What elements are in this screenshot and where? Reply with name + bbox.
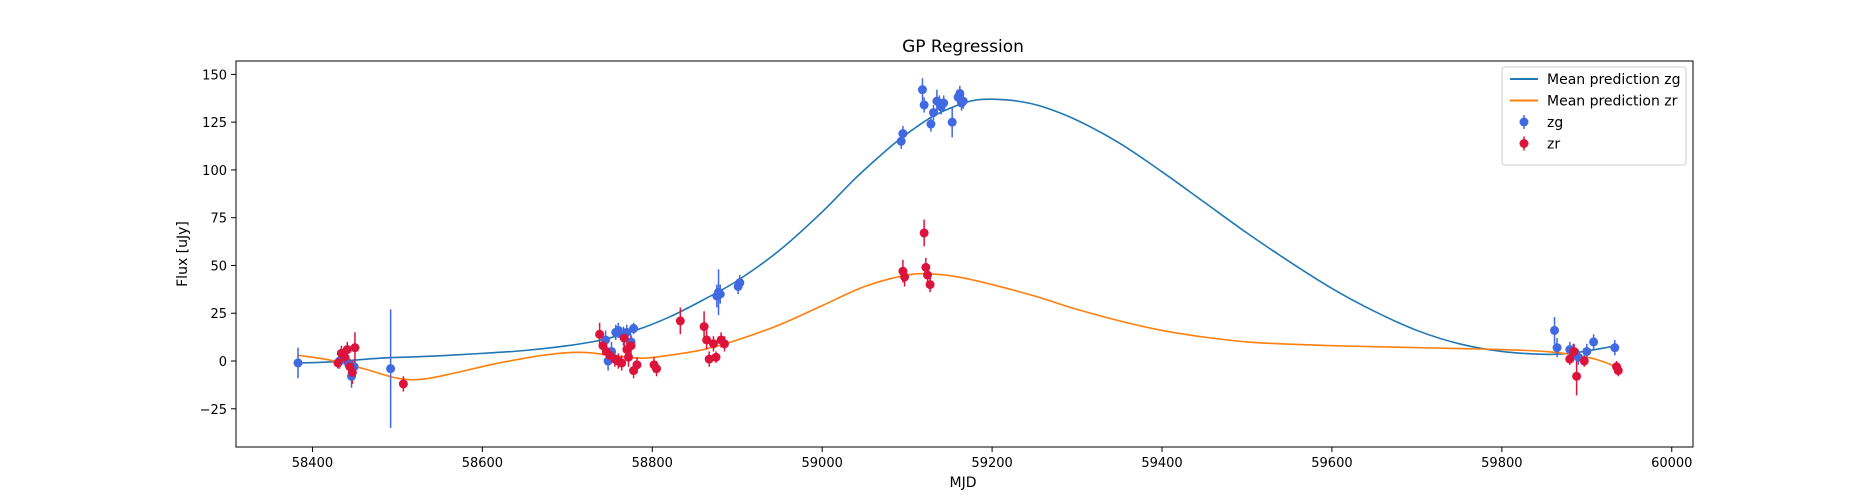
zr-point [619,333,629,343]
zr-point [652,364,662,374]
zr-point [699,322,709,332]
legend-box [1501,66,1687,166]
error-bars-layer [297,78,1619,428]
zr-point [702,335,712,345]
zg-point [939,98,949,108]
y-axis: −25 0 25 50 75 100 125 150 [200,68,236,418]
y-tick-label: 0 [219,355,227,370]
x-tick-label: 59800 [1481,456,1522,471]
plot-area [293,78,1623,428]
legend-point-swatch [1519,117,1529,127]
legend-point-swatch [1519,139,1529,148]
plot-frame [235,60,1694,448]
zr-point [626,341,636,351]
x-tick-label: 59600 [1311,456,1352,471]
zr-point [719,339,729,349]
zg-point [629,324,639,334]
zr-point [333,358,343,368]
zr-point [617,358,627,368]
y-tick-label: 75 [210,212,227,227]
zr-point [1569,346,1579,356]
y-tick-label: 50 [210,259,227,274]
legend-item: zr [1519,136,1560,153]
zr-point [1579,356,1589,366]
legend-item: zg [1519,115,1563,131]
legend: Mean prediction zg Mean prediction zr zg zr [1501,66,1687,166]
x-tick-label: 59000 [802,456,843,471]
zg-point [293,358,303,368]
lines-layer [297,98,1617,381]
zr-point [342,345,352,355]
zr-point [1572,371,1582,381]
x-tick-label: 58400 [292,456,333,471]
x-tick-label: 59400 [1141,456,1182,471]
zg-point [898,129,908,139]
zr-point [340,352,350,362]
zr-point [1613,366,1623,376]
zg-point [917,85,927,95]
mean-prediction-zg-line [297,98,1617,364]
zg-point [1582,346,1592,356]
zr-point [919,228,929,238]
legend-item: Mean prediction zr [1510,94,1678,110]
legend-label: zg [1547,115,1563,131]
zg-point [958,96,968,106]
zr-point [1565,354,1575,364]
zg-point [715,289,725,299]
zg-point [928,108,938,118]
y-tick-label: 100 [202,164,227,179]
zg-point [926,119,936,129]
zg-point [1610,343,1620,353]
zr-point [704,354,714,364]
zg-point [896,136,906,146]
legend-label: zr [1547,137,1560,153]
y-tick-label: 150 [202,68,227,83]
zg-point [1589,337,1599,347]
x-axis-label: MJD [950,475,977,491]
zr-point [900,272,910,282]
zr-point [350,343,360,353]
zr-point [921,262,931,272]
zr-point [398,379,408,389]
zr-point [923,270,933,280]
x-tick-label: 60000 [1651,456,1692,471]
zr-point [711,352,721,362]
zr-point [675,316,685,326]
zr-point [347,367,357,377]
y-tick-label: 25 [210,307,227,322]
zg-point [919,100,929,110]
zg-point [1552,343,1562,353]
x-tick-label: 58600 [462,456,503,471]
zr-point [595,329,605,339]
zr-point [925,280,935,290]
zg-point [386,364,396,374]
legend-label: Mean prediction zg [1547,72,1681,88]
zr-point [708,339,718,349]
zg-point [955,88,965,98]
legend-label: Mean prediction zr [1547,94,1678,110]
points-layer [293,85,1623,389]
y-tick-label: −25 [200,403,227,418]
chart-title: GP Regression [902,37,1024,57]
zg-point [735,278,745,288]
y-axis-label: Flux [uJy] [175,221,191,287]
x-axis: 58400 58600 58800 59000 59200 59400 59600 59800… [292,447,1692,471]
y-tick-label: 125 [202,116,227,131]
x-tick-label: 59200 [971,456,1012,471]
legend-item: Mean prediction zg [1510,72,1681,88]
x-tick-label: 58800 [632,456,673,471]
zg-point [1550,325,1560,335]
zr-point [623,352,633,362]
mean-prediction-zr-line [297,272,1617,381]
zr-point [632,360,642,370]
zg-point [947,117,957,127]
